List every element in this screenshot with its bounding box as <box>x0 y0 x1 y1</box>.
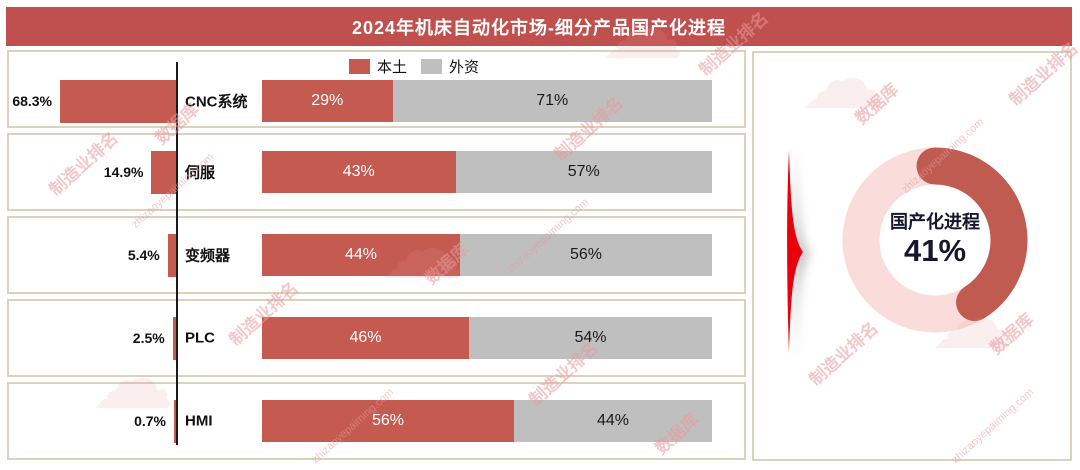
category-label: 变频器 <box>185 247 231 265</box>
local-segment-value: 44% <box>344 246 378 263</box>
foreign-segment: 56% <box>460 234 712 276</box>
local-segment-value: 56% <box>371 412 405 429</box>
foreign-segment-value: 54% <box>574 329 607 346</box>
foreign-segment: 54% <box>469 317 712 359</box>
market-share-value: 2.5% <box>132 330 165 346</box>
axis-line <box>176 62 178 445</box>
category-label: 伺服 <box>185 164 216 182</box>
donut-center-label: 国产化进程 41% <box>835 140 1035 340</box>
market-share-cell: 2.5% <box>9 316 177 360</box>
foreign-segment: 57% <box>455 151 712 193</box>
market-share-cell: 0.7% <box>9 399 177 443</box>
foreign-segment-value: 71% <box>536 92 569 109</box>
chart-row-inverter: 5.4% 变频器 44% 56% <box>7 216 746 294</box>
donut-panel: 国产化进程 41% <box>752 51 1072 461</box>
foreign-segment-value: 44% <box>596 412 630 429</box>
local-segment: 43% <box>262 151 456 193</box>
market-share-value: 14.9% <box>103 164 144 180</box>
donut-svg <box>842 147 1028 333</box>
legend-label-foreign: 外资 <box>449 59 480 76</box>
local-segment-value: 29% <box>311 92 344 109</box>
donut-value: 41% <box>903 232 967 268</box>
chart-row-cnc: 68.3% CNC系统 29% 71% <box>7 50 746 128</box>
stacked-bar: 46% 54% <box>262 317 712 359</box>
foreign-segment-value: 57% <box>567 163 600 180</box>
market-share-bar <box>174 399 177 443</box>
local-segment: 29% <box>262 80 393 122</box>
category-label: HMI <box>185 412 213 430</box>
chart-row-hmi: 0.7% HMI 56% 44% <box>7 382 746 460</box>
stacked-bar: 56% 44% <box>262 400 712 442</box>
foreign-segment: 44% <box>514 400 712 442</box>
category-label: CNC系统 <box>185 93 248 111</box>
market-share-cell: 5.4% <box>9 233 177 277</box>
donut-title: 国产化进程 <box>890 211 980 232</box>
legend-label-local: 本土 <box>377 59 408 76</box>
stacked-bar: 29% 71% <box>262 80 712 122</box>
chart-row-plc: 2.5% PLC 46% 54% <box>7 299 746 377</box>
local-segment: 46% <box>262 317 469 359</box>
market-share-bar <box>172 316 177 360</box>
legend-item-foreign: 外资 <box>421 56 479 77</box>
market-share-value: 0.7% <box>134 413 166 429</box>
stacked-bar: 44% 56% <box>262 234 712 276</box>
legend: 本土 外资 <box>349 56 479 77</box>
legend-item-local: 本土 <box>349 56 407 77</box>
donut-chart: 国产化进程 41% <box>835 140 1035 340</box>
local-swatch-icon <box>349 59 370 74</box>
foreign-segment-value: 56% <box>569 246 603 263</box>
title-banner: 2024年机床自动化市场-细分产品国产化进程 <box>6 7 1072 46</box>
right-arrow-icon <box>787 150 803 354</box>
market-share-cell: 14.9% <box>9 150 177 194</box>
market-share-cell: 68.3% <box>9 79 177 123</box>
foreign-swatch-icon <box>421 59 443 74</box>
market-share-value: 5.4% <box>127 247 160 263</box>
local-segment: 44% <box>262 234 460 276</box>
page-title: 2024年机床自动化市场-细分产品国产化进程 <box>351 17 727 38</box>
donut-value-arc <box>842 147 1028 333</box>
market-share-bar <box>151 150 177 194</box>
foreign-segment: 71% <box>392 80 712 122</box>
chart-row-servo: 14.9% 伺服 43% 57% <box>7 133 746 211</box>
local-segment: 56% <box>262 400 514 442</box>
local-segment-value: 43% <box>342 163 375 180</box>
market-share-bar <box>167 233 177 277</box>
market-share-value: 68.3% <box>12 93 53 109</box>
market-share-bar <box>60 79 177 123</box>
stacked-bar: 43% 57% <box>262 151 712 193</box>
category-label: PLC <box>185 329 215 347</box>
local-segment-value: 46% <box>349 329 382 346</box>
